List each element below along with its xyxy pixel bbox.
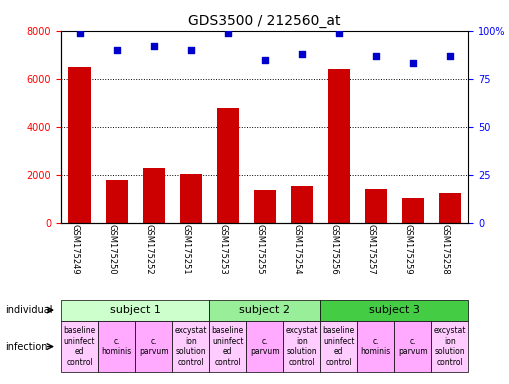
Text: subject 2: subject 2: [239, 305, 290, 315]
Text: c.
parvum: c. parvum: [398, 337, 428, 356]
Text: excystat
ion
solution
control: excystat ion solution control: [286, 326, 318, 367]
Point: [150, 43, 158, 49]
Bar: [253, 190, 276, 223]
Point: [112, 47, 121, 53]
Point: [75, 30, 83, 36]
Text: excystat
ion
solution
control: excystat ion solution control: [175, 326, 207, 367]
Point: [334, 30, 343, 36]
Text: baseline
uninfect
ed
control: baseline uninfect ed control: [212, 326, 244, 367]
Bar: [180, 174, 202, 223]
Bar: [291, 185, 313, 223]
Text: excystat
ion
solution
control: excystat ion solution control: [434, 326, 466, 367]
Text: individual: individual: [5, 305, 52, 315]
Point: [187, 47, 195, 53]
Title: GDS3500 / 212560_at: GDS3500 / 212560_at: [188, 14, 341, 28]
Text: c.
parvum: c. parvum: [250, 337, 279, 356]
Point: [261, 56, 269, 63]
Bar: [402, 197, 424, 223]
Text: c.
hominis: c. hominis: [360, 337, 391, 356]
Bar: [439, 193, 461, 223]
Point: [409, 60, 417, 66]
Bar: [143, 167, 165, 223]
Bar: [69, 67, 91, 223]
Text: baseline
uninfect
ed
control: baseline uninfect ed control: [323, 326, 355, 367]
Text: c.
parvum: c. parvum: [139, 337, 168, 356]
Point: [372, 53, 380, 59]
Text: c.
hominis: c. hominis: [101, 337, 132, 356]
Point: [223, 30, 232, 36]
Text: infection: infection: [5, 341, 47, 352]
Point: [446, 53, 454, 59]
Text: subject 3: subject 3: [369, 305, 420, 315]
Bar: [328, 69, 350, 223]
Bar: [216, 108, 239, 223]
Text: baseline
uninfect
ed
control: baseline uninfect ed control: [64, 326, 96, 367]
Bar: [105, 180, 128, 223]
Bar: [364, 189, 387, 223]
Text: subject 1: subject 1: [109, 305, 160, 315]
Point: [298, 51, 306, 57]
